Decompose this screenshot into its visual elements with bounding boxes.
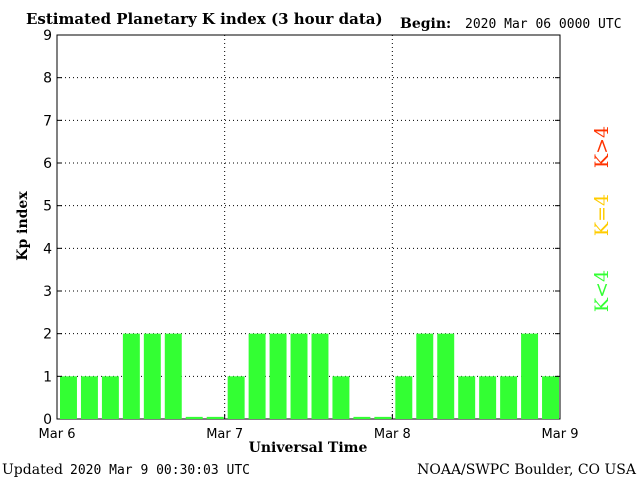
y-axis-label: Kp index <box>15 191 31 261</box>
y-tick-label: 3 <box>43 284 52 300</box>
y-tick-label: 1 <box>43 369 52 385</box>
y-tick-label: 4 <box>43 241 52 257</box>
kp-bar <box>395 376 413 419</box>
kp-bar <box>521 333 539 419</box>
y-tick-label: 2 <box>43 327 52 343</box>
y-tick-label: 0 <box>43 412 52 428</box>
kp-bar <box>311 333 329 419</box>
kp-bar <box>101 376 119 419</box>
kp-bar <box>374 416 392 419</box>
kp-bar <box>353 416 371 419</box>
updated-value: 2020 Mar 9 00:30:03 UTC <box>70 463 250 478</box>
y-tick-label: 8 <box>43 71 52 87</box>
kp-bar <box>500 376 518 419</box>
kp-bar <box>164 333 182 419</box>
x-tick-label: Mar 9 <box>542 427 579 442</box>
kp-bar <box>542 376 559 419</box>
kp-bar <box>416 333 434 419</box>
kp-bar <box>437 333 455 419</box>
plot-area <box>56 34 561 420</box>
y-tick-label: 9 <box>43 28 52 44</box>
kp-bar <box>122 333 140 419</box>
legend-item: K>4 <box>591 126 613 168</box>
kp-bar <box>248 333 266 419</box>
begin-label: Begin: <box>400 16 451 32</box>
x-axis-label: Universal Time <box>249 440 368 456</box>
x-tick-label: Mar 8 <box>374 427 411 442</box>
legend-item: K<4 <box>591 270 613 312</box>
kp-bar <box>60 376 77 419</box>
kp-bar <box>458 376 476 419</box>
chart-title: Estimated Planetary K index (3 hour data… <box>26 10 383 28</box>
kp-bar <box>206 416 224 419</box>
kp-bar <box>479 376 497 419</box>
kp-bar <box>269 333 287 419</box>
y-tick-label: 7 <box>43 113 52 129</box>
kp-bar <box>80 376 98 419</box>
y-tick-label: 6 <box>43 156 52 172</box>
x-tick-label: Mar 6 <box>39 427 76 442</box>
legend: K>4 K=4 K<4 <box>591 126 613 312</box>
kp-bar <box>290 333 308 419</box>
begin-value: 2020 Mar 06 0000 UTC <box>465 17 622 32</box>
y-tick-label: 5 <box>43 199 52 215</box>
kp-bar <box>143 333 161 419</box>
kp-bar <box>332 376 350 419</box>
kp-bar <box>227 376 245 419</box>
updated-label: Updated <box>2 462 63 478</box>
kp-bar <box>185 416 203 419</box>
source-credit: NOAA/SWPC Boulder, CO USA <box>417 462 637 478</box>
legend-item: K=4 <box>591 194 613 236</box>
x-tick-label: Mar 7 <box>206 427 243 442</box>
